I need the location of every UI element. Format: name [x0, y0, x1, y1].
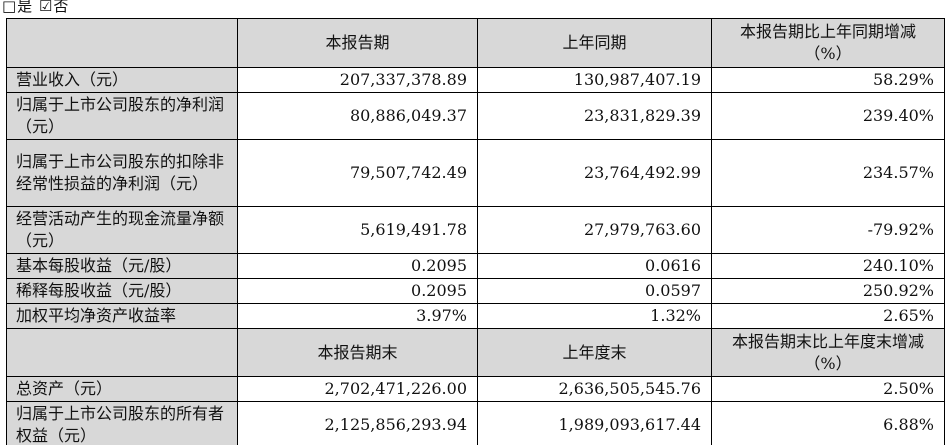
current-period-value: 0.2095 — [237, 253, 478, 279]
financial-summary-table: 本报告期 上年同期 本报告期比上年同期增减 （%） 营业收入（元） 207,33… — [6, 18, 945, 445]
row-label: 加权平均净资产收益率 — [6, 303, 238, 329]
table-row-net-profit: 归属于上市公司股东的净利润（元） 80,886,049.37 23,831,82… — [6, 92, 945, 140]
header-prior-period: 上年同期 — [477, 18, 712, 68]
row-label: 归属于上市公司股东的净利润（元） — [6, 92, 238, 140]
current-period-value: 2,702,471,226.00 — [237, 376, 478, 402]
header-period-end-change-line1: 本报告期末比上年度末增减 — [731, 331, 924, 351]
header-period-change-line1: 本报告期比上年同期增减 — [739, 22, 916, 41]
current-period-value: 80,886,049.37 — [237, 92, 478, 140]
prior-period-value: 27,979,763.60 — [477, 206, 712, 254]
change-value: 2.65% — [711, 303, 945, 329]
header-period-change: 本报告期比上年同期增减 （%） — [711, 18, 945, 68]
header-row-period: 本报告期 上年同期 本报告期比上年同期增减 （%） — [6, 18, 945, 68]
row-label: 基本每股收益（元/股） — [6, 253, 238, 279]
change-value: 240.10% — [711, 253, 945, 279]
table-row-basic-eps: 基本每股收益（元/股） 0.2095 0.0616 240.10% — [6, 253, 945, 279]
current-period-value: 207,337,378.89 — [237, 67, 478, 93]
change-value: -79.92% — [711, 206, 945, 254]
change-value: 2.50% — [711, 376, 945, 402]
prior-period-value: 0.0597 — [477, 278, 712, 304]
change-value: 239.40% — [711, 92, 945, 140]
current-period-value: 79,507,742.49 — [237, 139, 478, 207]
table-row-weighted-avg-roe: 加权平均净资产收益率 3.97% 1.32% 2.65% — [6, 303, 945, 329]
row-label: 经营活动产生的现金流量净额（元） — [6, 206, 238, 254]
table-row-diluted-eps: 稀释每股收益（元/股） 0.2095 0.0597 250.92% — [6, 278, 945, 304]
table-row-revenue: 营业收入（元） 207,337,378.89 130,987,407.19 58… — [6, 67, 945, 93]
header-period-end-change-line2: （%） — [804, 353, 852, 373]
change-value: 6.88% — [711, 401, 945, 445]
prior-period-value: 1,989,093,617.44 — [477, 401, 712, 445]
prior-period-value: 0.0616 — [477, 253, 712, 279]
current-period-value: 0.2095 — [237, 278, 478, 304]
prior-period-value: 2,636,505,545.76 — [477, 376, 712, 402]
current-period-value: 3.97% — [237, 303, 478, 329]
row-label: 营业收入（元） — [6, 67, 238, 93]
header-empty-cell — [6, 18, 238, 68]
current-period-value: 5,619,491.78 — [237, 206, 478, 254]
row-label: 稀释每股收益（元/股） — [6, 278, 238, 304]
current-period-value: 2,125,856,293.94 — [237, 401, 478, 445]
header-current-period-end: 本报告期末 — [237, 328, 478, 377]
table-row-net-profit-excl-nonrecurring: 归属于上市公司股东的扣除非经常性损益的净利润（元） 79,507,742.49 … — [6, 139, 945, 207]
header-period-change-line2: （%） — [804, 44, 852, 63]
table-row-total-assets: 总资产（元） 2,702,471,226.00 2,636,505,545.76… — [6, 376, 945, 402]
prior-period-value: 1.32% — [477, 303, 712, 329]
change-value: 234.57% — [711, 139, 945, 207]
header-row-period-end: 本报告期末 上年度末 本报告期末比上年度末增减 （%） — [6, 328, 945, 377]
header-prior-year-end: 上年度末 — [477, 328, 712, 377]
prior-period-value: 23,764,492.99 — [477, 139, 712, 207]
row-label: 归属于上市公司股东的扣除非经常性损益的净利润（元） — [6, 139, 238, 207]
table-row-operating-cash-flow: 经营活动产生的现金流量净额（元） 5,619,491.78 27,979,763… — [6, 206, 945, 254]
yes-no-checkbox-line: □是 ☑否 — [2, 0, 70, 15]
header-current-period: 本报告期 — [237, 18, 478, 68]
prior-period-value: 130,987,407.19 — [477, 67, 712, 93]
change-value: 250.92% — [711, 278, 945, 304]
row-label: 归属于上市公司股东的所有者权益（元） — [6, 401, 238, 445]
change-value: 58.29% — [711, 67, 945, 93]
table-row-shareholders-equity: 归属于上市公司股东的所有者权益（元） 2,125,856,293.94 1,98… — [6, 401, 945, 445]
header-empty-cell — [6, 328, 238, 377]
header-period-end-change: 本报告期末比上年度末增减 （%） — [711, 328, 945, 377]
prior-period-value: 23,831,829.39 — [477, 92, 712, 140]
row-label: 总资产（元） — [6, 376, 238, 402]
